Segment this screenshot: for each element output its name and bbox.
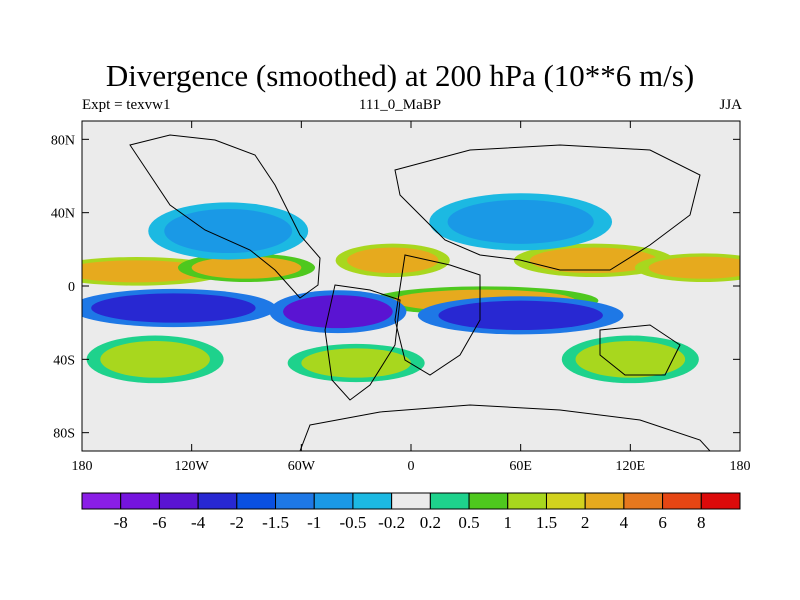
field-region-1 bbox=[191, 256, 302, 279]
colorbar-swatch bbox=[545, 492, 586, 510]
colorbar-label: 0.5 bbox=[458, 513, 479, 532]
experiment-label: Expt = texvw1 bbox=[82, 97, 171, 113]
y-tick-label: 80S bbox=[53, 427, 75, 442]
field-region-11 bbox=[100, 341, 210, 378]
field-region-2 bbox=[347, 247, 439, 274]
colorbar-label: -0.2 bbox=[378, 513, 405, 532]
colorbar-swatch bbox=[662, 492, 702, 510]
field-region-10 bbox=[447, 199, 594, 244]
colorbar-swatch bbox=[313, 492, 354, 510]
colorbar: -8 -6 -4 -2 -1.5 -1 -0.5 -0.2 0.2 0.5 1 1.5 2 4 6 8 bbox=[81, 492, 741, 532]
y-tick-label: 0 bbox=[68, 280, 75, 295]
colorbar-swatch bbox=[120, 492, 160, 510]
colorbar-label: -4 bbox=[191, 513, 206, 532]
season-label: JJA bbox=[719, 97, 742, 113]
colorbar-label: 1 bbox=[504, 513, 513, 532]
y-axis: 80N 40N 0 40S 80S bbox=[51, 133, 740, 442]
colorbar-swatch bbox=[584, 492, 625, 510]
field-region-13 bbox=[575, 341, 686, 378]
colorbar-swatch bbox=[236, 492, 277, 510]
colorbar-label: -1 bbox=[307, 513, 321, 532]
field-region-4 bbox=[648, 256, 740, 279]
colorbar-swatch bbox=[429, 492, 470, 510]
x-tick-label: 120W bbox=[175, 459, 210, 474]
divergence-field bbox=[82, 193, 740, 384]
field-region-6 bbox=[91, 293, 256, 323]
x-tick-label: 60W bbox=[288, 459, 316, 474]
colorbar-swatch bbox=[352, 492, 393, 510]
field-region-8 bbox=[438, 300, 603, 331]
colorbar-swatch bbox=[700, 492, 741, 510]
colorbar-label: 2 bbox=[581, 513, 590, 532]
colorbar-label: 6 bbox=[658, 513, 667, 532]
colorbar-swatch bbox=[197, 492, 238, 510]
map-background bbox=[82, 121, 740, 451]
colorbar-label: -2 bbox=[230, 513, 244, 532]
y-tick-label: 80N bbox=[51, 133, 75, 148]
colorbar-label: 8 bbox=[697, 513, 706, 532]
x-tick-label: 0 bbox=[408, 459, 415, 474]
colorbar-swatch bbox=[158, 492, 199, 510]
x-tick-label: 180 bbox=[72, 459, 93, 474]
x-tick-label: 180 bbox=[730, 459, 751, 474]
x-axis: 180 120W 60W 0 60E 120E 180 bbox=[72, 121, 751, 474]
field-region-3 bbox=[529, 247, 658, 274]
colorbar-label: -1.5 bbox=[262, 513, 289, 532]
colorbar-swatch bbox=[468, 492, 509, 510]
colorbar-swatch bbox=[623, 492, 664, 510]
y-tick-label: 40S bbox=[53, 353, 75, 368]
field-region-12 bbox=[301, 348, 411, 378]
field-region-0 bbox=[82, 260, 210, 283]
x-tick-label: 60E bbox=[509, 459, 532, 474]
chart-title: Divergence (smoothed) at 200 hPa (10**6 … bbox=[105, 58, 695, 93]
colorbar-label: -8 bbox=[114, 513, 128, 532]
colorbar-swatch bbox=[275, 492, 315, 510]
colorbar-label: -6 bbox=[152, 513, 166, 532]
colorbar-label: -0.5 bbox=[339, 513, 366, 532]
colorbar-swatch bbox=[81, 492, 122, 510]
colorbar-label: 1.5 bbox=[536, 513, 557, 532]
colorbar-label: 0.2 bbox=[420, 513, 441, 532]
coastlines bbox=[129, 134, 711, 451]
run-label: 111_0_MaBP bbox=[358, 97, 442, 113]
colorbar-swatch bbox=[507, 492, 547, 510]
y-tick-label: 40N bbox=[51, 207, 75, 222]
field-region-7 bbox=[283, 295, 393, 329]
x-tick-label: 120E bbox=[616, 459, 646, 474]
field-region-9 bbox=[164, 209, 293, 253]
colorbar-swatch bbox=[391, 492, 431, 510]
colorbar-label: 4 bbox=[620, 513, 629, 532]
